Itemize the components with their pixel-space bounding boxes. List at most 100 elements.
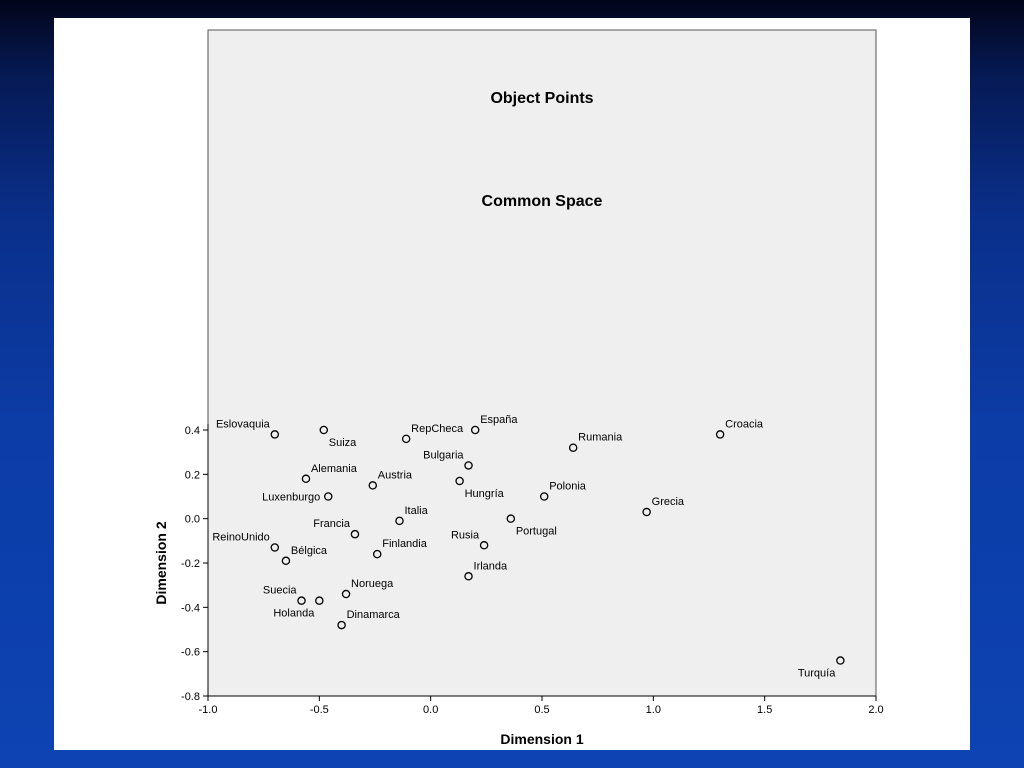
data-point-group: Alemania (301, 463, 358, 484)
scatter-chart: Object Points Common Space -1.0 -0.5 0.0 0.… (153, 29, 884, 747)
data-point-group: Francia (313, 518, 360, 539)
y-tick-label: 0.2 (185, 469, 200, 481)
point-label: ReinoUnido (212, 531, 269, 543)
data-point (464, 572, 473, 581)
x-tick-label: 0.0 (423, 704, 438, 716)
data-point-group: Finlandia (372, 538, 428, 559)
x-tick-label: 1.0 (646, 704, 661, 716)
point-label: Bulgaria (423, 449, 464, 461)
data-point-group: Luxenburgo (262, 492, 333, 504)
x-tick-label: -1.0 (199, 704, 218, 716)
point-label: Italia (404, 505, 428, 517)
data-point-group: Croacia (715, 418, 764, 439)
data-point (319, 425, 329, 435)
point-label: Rusia (451, 529, 480, 541)
data-point (470, 425, 480, 435)
data-point-group: Grecia (642, 496, 685, 517)
data-point (341, 589, 351, 599)
plot-area (207, 29, 877, 697)
y-tick-label: 0.4 (185, 425, 200, 437)
data-point (337, 620, 346, 630)
data-point (323, 492, 333, 501)
data-point (368, 481, 378, 490)
data-point (539, 492, 549, 501)
data-point-group: Portugal (506, 514, 557, 538)
data-point (464, 461, 473, 470)
data-point (401, 434, 411, 444)
data-point-group: Suiza (319, 425, 357, 449)
y-tick-label: -0.2 (181, 558, 200, 570)
data-point-group: Hungría (455, 476, 505, 500)
data-point-group: Bélgica (281, 545, 328, 566)
point-label: Holanda (273, 608, 315, 620)
data-point (568, 443, 578, 452)
data-point-group: Polonia (539, 481, 587, 501)
point-label: Portugal (516, 526, 557, 538)
point-label: Francia (313, 518, 351, 530)
point-label: Rumania (578, 432, 623, 444)
data-point (836, 656, 845, 665)
data-point-group: Noruega (341, 578, 394, 599)
data-point (281, 556, 291, 566)
data-point-group: Austria (368, 469, 413, 490)
point-label: Austria (378, 469, 413, 481)
data-point (642, 507, 651, 517)
data-point-group: Italia (395, 505, 429, 526)
data-point (395, 516, 404, 526)
y-axis: 0.4 0.2 0.0 -0.2 -0.4 -0.6 -0.8 (181, 424, 209, 703)
data-point (270, 543, 280, 552)
y-tick-label: -0.4 (181, 602, 200, 614)
point-label: Dinamarca (347, 609, 401, 621)
point-label: Suiza (329, 437, 357, 449)
chart-title: Object Points (490, 90, 593, 107)
data-point-group: Suecia (263, 585, 306, 605)
point-label: España (480, 414, 518, 426)
data-point-group: Bulgaria (423, 449, 473, 470)
point-label: Finlandia (382, 538, 428, 550)
point-label: Bélgica (291, 545, 328, 557)
point-label: Noruega (351, 578, 394, 590)
data-point (270, 430, 280, 439)
data-point (297, 596, 306, 605)
data-point (350, 529, 360, 539)
x-axis-title: Dimension 1 (500, 731, 583, 747)
point-label: Croacia (725, 418, 764, 430)
data-points: Eslovaquia Suiza RepCheca España Bulgaria Rum… (212, 414, 845, 680)
y-tick-label: 0.0 (185, 514, 200, 526)
data-point-group: Turquía (798, 656, 845, 680)
x-tick-label: 2.0 (868, 704, 883, 716)
data-point-group: RepCheca (401, 423, 464, 444)
slide-panel: Object Points Common Space -1.0 -0.5 0.0 0.… (54, 18, 970, 750)
point-label: Suecia (263, 585, 298, 597)
x-tick-label: -0.5 (310, 704, 329, 716)
point-label: Alemania (311, 463, 358, 475)
point-label: Eslovaquia (216, 418, 271, 430)
point-label: Luxenburgo (262, 492, 320, 504)
point-label: Irlanda (474, 560, 509, 572)
x-tick-label: 1.5 (757, 704, 772, 716)
y-tick-label: -0.6 (181, 647, 200, 659)
y-tick-label: -0.8 (181, 691, 200, 703)
data-point-group: Eslovaquia (216, 418, 280, 439)
data-point-group: Dinamarca (337, 609, 401, 630)
data-point (479, 541, 489, 550)
point-label: RepCheca (411, 423, 464, 435)
data-point-group: ReinoUnido (212, 531, 280, 552)
data-point (301, 474, 311, 484)
x-tick-label: 0.5 (534, 704, 549, 716)
data-point-group: Rusia (451, 529, 489, 550)
point-label: Grecia (652, 496, 685, 508)
data-point-group: Irlanda (464, 560, 509, 581)
x-axis: -1.0 -0.5 0.0 0.5 1.0 1.5 2.0 (199, 695, 884, 716)
point-label: Polonia (549, 481, 587, 493)
data-point (315, 596, 324, 605)
data-point-group: Rumania (568, 432, 623, 452)
data-point (506, 514, 516, 523)
y-axis-title: Dimension 2 (153, 521, 169, 604)
data-point-group: España (470, 414, 518, 435)
data-point-group: Holanda (273, 596, 324, 620)
chart-subtitle: Common Space (482, 193, 603, 210)
point-label: Turquía (798, 668, 836, 680)
data-point (715, 430, 725, 439)
point-label: Hungría (465, 488, 505, 500)
